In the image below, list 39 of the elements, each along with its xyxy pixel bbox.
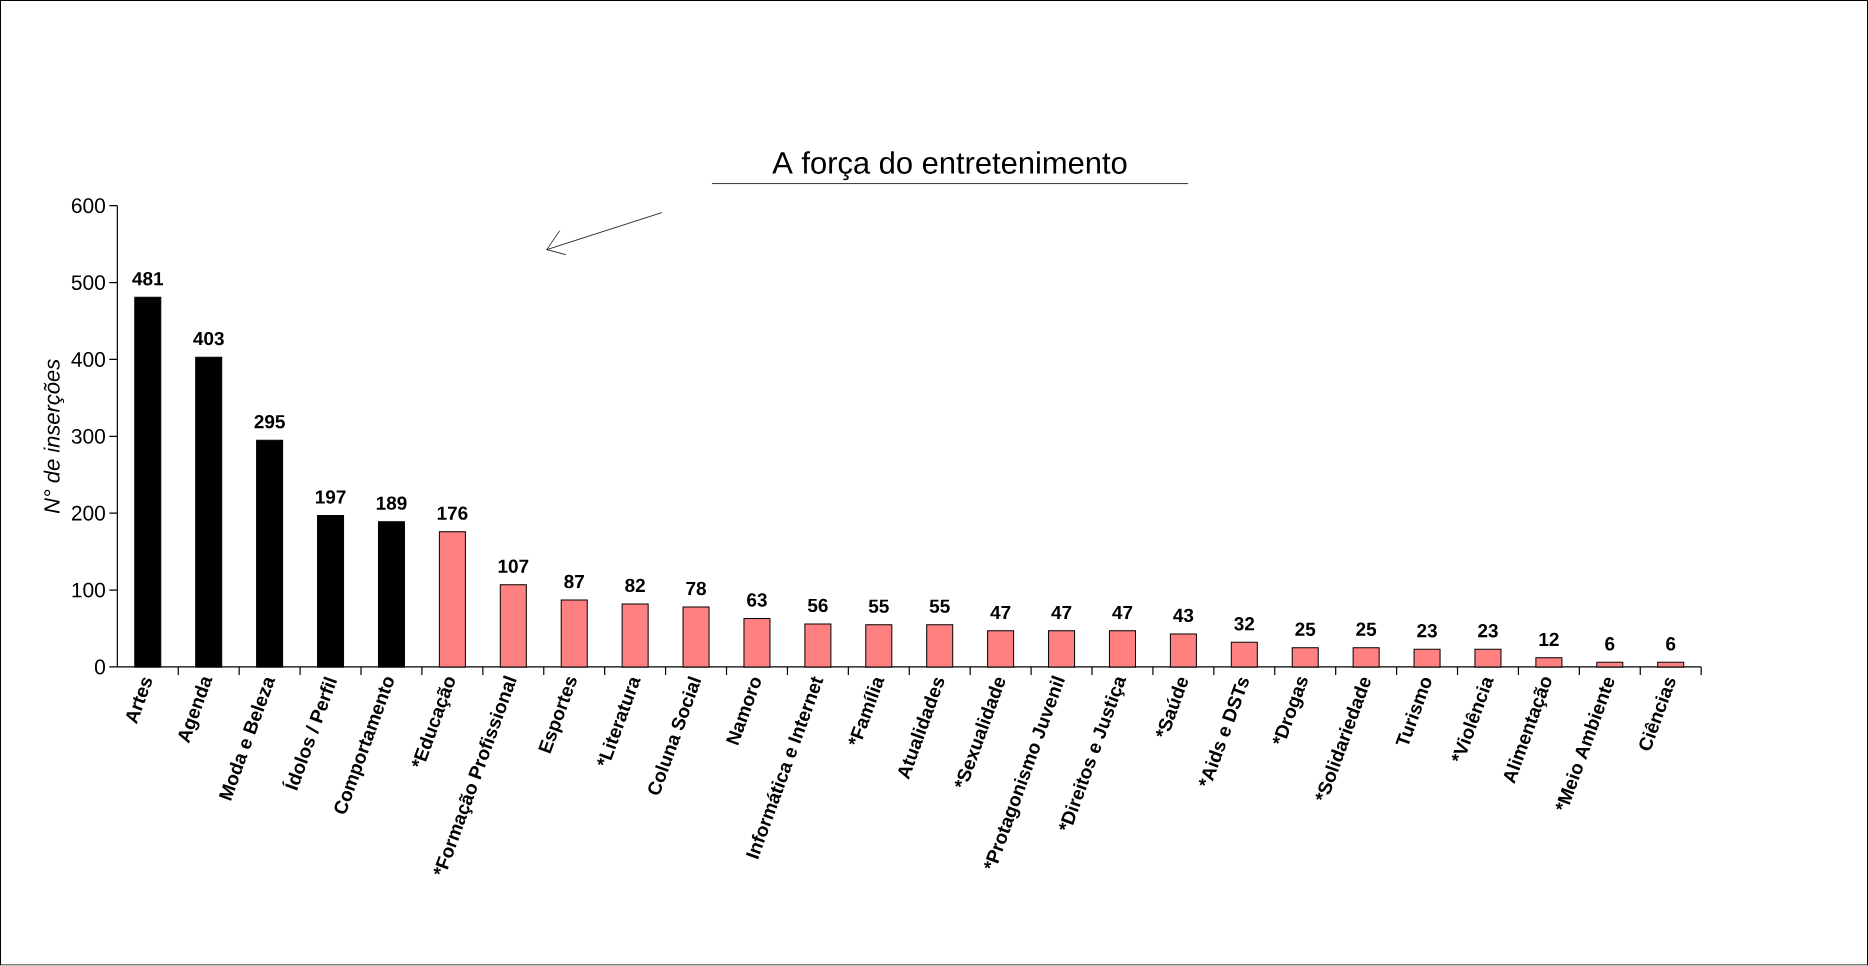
data-label: 47 bbox=[990, 606, 1011, 620]
data-label: 55 bbox=[868, 599, 889, 614]
y-tick-label: 0 bbox=[94, 659, 105, 675]
data-label: 403 bbox=[193, 332, 224, 346]
data-label: 82 bbox=[625, 578, 645, 593]
chart-title: A força do entretenimento bbox=[772, 151, 1127, 181]
x-tick-label: Artes bbox=[126, 677, 152, 725]
data-label: 78 bbox=[686, 582, 706, 596]
data-label: 481 bbox=[132, 272, 164, 286]
data-label: 47 bbox=[1051, 606, 1072, 620]
x-tick-label: *Saúde bbox=[1155, 678, 1188, 737]
data-label: 107 bbox=[498, 559, 529, 574]
y-tick-label: 400 bbox=[71, 352, 105, 368]
data-label: 6 bbox=[1605, 637, 1615, 651]
data-label: 6 bbox=[1666, 637, 1676, 651]
data-label: 295 bbox=[254, 415, 285, 429]
data-label: 25 bbox=[1295, 622, 1316, 637]
y-tick-label: 200 bbox=[71, 506, 105, 521]
data-label: 87 bbox=[564, 575, 584, 589]
data-label: 176 bbox=[437, 506, 468, 521]
data-label: 23 bbox=[1417, 624, 1437, 638]
data-label: 43 bbox=[1173, 608, 1194, 623]
x-tick-label: *Aids e DSTs bbox=[1198, 677, 1249, 787]
data-label: 47 bbox=[1112, 606, 1133, 620]
data-label: 197 bbox=[315, 490, 346, 504]
data-label: 63 bbox=[747, 593, 767, 607]
data-label: 189 bbox=[376, 496, 407, 511]
data-label: 55 bbox=[929, 599, 950, 614]
y-axis-title: N° de inserções bbox=[43, 359, 65, 514]
data-label: 32 bbox=[1234, 617, 1255, 631]
data-label: 56 bbox=[807, 598, 828, 613]
x-tick-label: Moda e Beleza bbox=[218, 678, 276, 802]
y-tick-label: 500 bbox=[71, 275, 105, 291]
data-label: 12 bbox=[1539, 632, 1559, 647]
data-label: 23 bbox=[1478, 624, 1498, 638]
y-tick-label: 300 bbox=[71, 429, 105, 444]
data-label: 25 bbox=[1356, 622, 1377, 637]
y-tick-label: 100 bbox=[72, 582, 105, 598]
y-tick-label: 600 bbox=[71, 198, 105, 214]
